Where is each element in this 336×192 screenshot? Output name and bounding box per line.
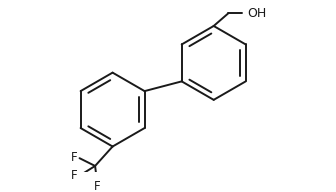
Text: OH: OH [247, 7, 266, 20]
Text: F: F [94, 180, 100, 192]
Text: F: F [71, 169, 78, 182]
Text: F: F [71, 151, 78, 164]
